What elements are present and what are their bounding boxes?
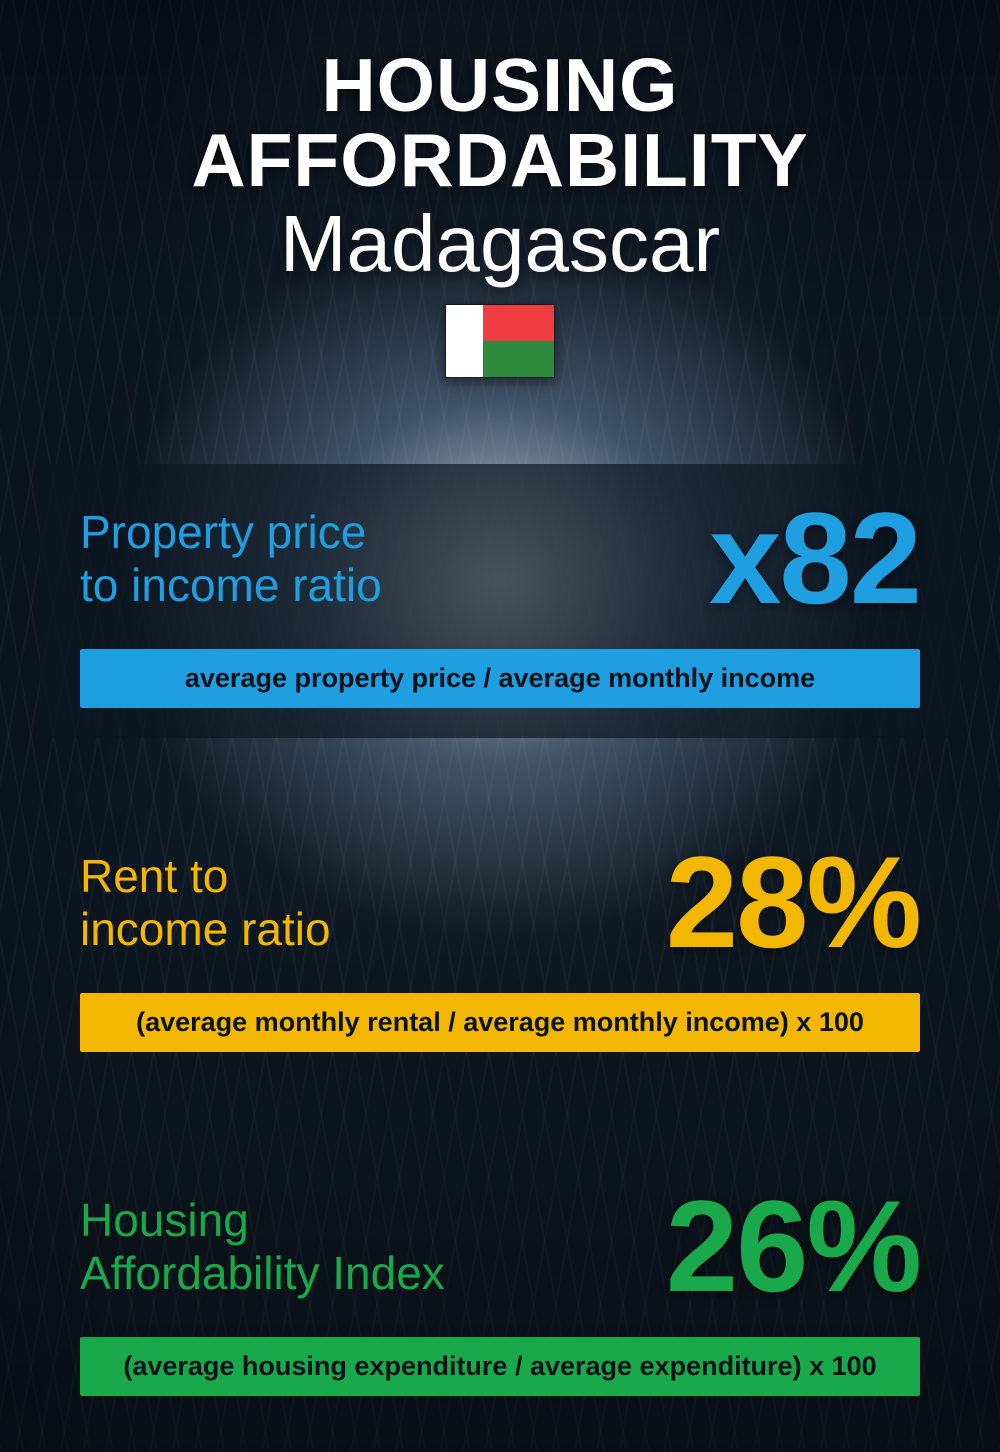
metric-card-price-to-income: Property price to income ratio x82 avera… bbox=[40, 464, 960, 738]
metric-card-rent-to-income: Rent to income ratio 28% (average monthl… bbox=[40, 808, 960, 1082]
metric-label: Housing Affordability Index bbox=[80, 1194, 445, 1300]
flag-top-stripe bbox=[483, 305, 554, 341]
flag-white-band bbox=[446, 305, 483, 377]
metric-value: 28% bbox=[666, 844, 920, 961]
flag-container bbox=[40, 304, 960, 378]
metric-row: Property price to income ratio x82 bbox=[80, 500, 920, 617]
metric-label: Rent to income ratio bbox=[80, 850, 331, 956]
formula-bar: average property price / average monthly… bbox=[80, 649, 920, 708]
page-subtitle: Madagascar bbox=[40, 202, 960, 286]
formula-bar: (average housing expenditure / average e… bbox=[80, 1337, 920, 1396]
formula-bar: (average monthly rental / average monthl… bbox=[80, 993, 920, 1052]
madagascar-flag-icon bbox=[445, 304, 555, 378]
metric-card-affordability-index: Housing Affordability Index 26% (average… bbox=[40, 1152, 960, 1426]
metric-label: Property price to income ratio bbox=[80, 506, 382, 612]
flag-bottom-stripe bbox=[483, 341, 554, 377]
metric-row: Housing Affordability Index 26% bbox=[80, 1188, 920, 1305]
metric-row: Rent to income ratio 28% bbox=[80, 844, 920, 961]
metric-value: x82 bbox=[709, 500, 920, 617]
metric-value: 26% bbox=[666, 1188, 920, 1305]
content-container: HOUSING AFFORDABILITY Madagascar Propert… bbox=[0, 0, 1000, 1452]
flag-stripes bbox=[483, 305, 554, 377]
page-title: HOUSING AFFORDABILITY bbox=[40, 48, 960, 198]
